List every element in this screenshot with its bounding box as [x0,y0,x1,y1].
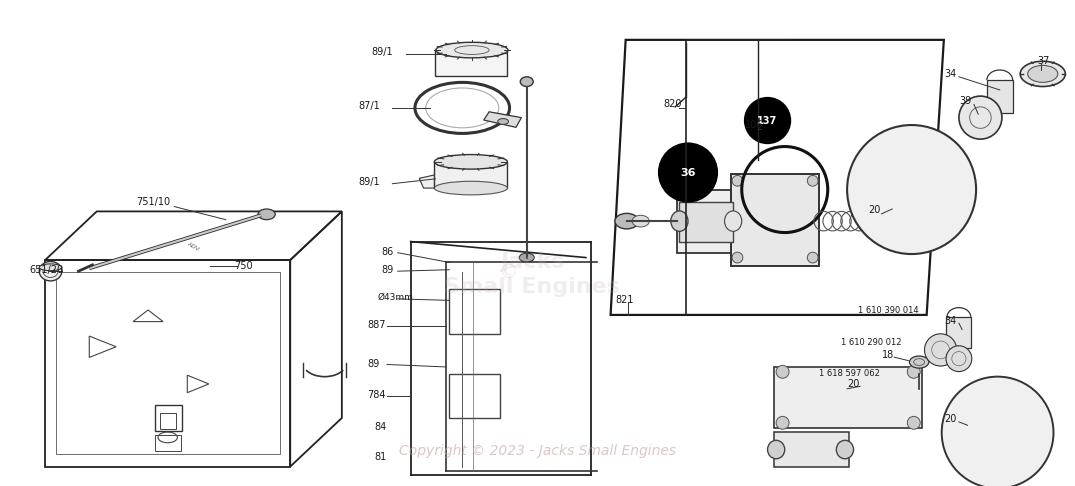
Ellipse shape [258,209,275,220]
Ellipse shape [872,211,891,231]
Text: 84: 84 [374,422,386,432]
Text: 651/20: 651/20 [29,265,63,275]
Polygon shape [679,202,733,242]
Text: 1 618 597 062: 1 618 597 062 [819,369,880,378]
Ellipse shape [520,77,533,87]
Text: 81: 81 [374,452,386,462]
Text: 86: 86 [382,247,393,257]
Text: 89: 89 [382,265,393,275]
Polygon shape [434,162,507,188]
Text: 784: 784 [368,390,386,399]
Circle shape [924,334,957,366]
Bar [160,413,176,429]
Circle shape [776,417,789,429]
Polygon shape [987,80,1013,113]
Ellipse shape [768,440,785,459]
Text: 137: 137 [758,116,777,125]
Circle shape [946,346,972,372]
Polygon shape [774,432,849,467]
Text: 106: 106 [745,121,763,130]
Text: 37: 37 [1037,56,1050,66]
Text: 20: 20 [869,205,881,215]
Text: 89/1: 89/1 [358,177,379,187]
Ellipse shape [498,119,508,124]
Polygon shape [484,112,521,127]
Polygon shape [731,174,819,266]
Text: 89/1: 89/1 [371,47,392,57]
Circle shape [807,252,818,263]
Text: ADV: ADV [186,242,200,253]
Polygon shape [419,175,434,188]
Circle shape [907,417,920,429]
Text: 18: 18 [882,350,893,360]
Text: 39: 39 [959,96,971,106]
Text: Copyright © 2023 - Jacks Small Engines: Copyright © 2023 - Jacks Small Engines [399,444,676,458]
Text: 36: 36 [680,168,696,177]
Ellipse shape [434,155,507,169]
Bar [155,435,181,451]
Ellipse shape [39,261,62,281]
Circle shape [959,96,1002,139]
Polygon shape [774,367,922,428]
Text: 20: 20 [944,414,957,424]
Ellipse shape [671,211,688,231]
Ellipse shape [39,264,62,271]
Ellipse shape [1028,66,1058,82]
Circle shape [807,175,818,186]
Text: 20: 20 [847,379,860,389]
Circle shape [732,252,743,263]
Text: 1 610 290 012: 1 610 290 012 [841,338,901,347]
Ellipse shape [836,440,854,459]
Text: 87/1: 87/1 [358,101,379,111]
Polygon shape [677,190,817,253]
Polygon shape [435,50,507,76]
Text: Jacks
Small Engines: Jacks Small Engines [444,252,620,297]
Text: Ø43mm: Ø43mm [377,293,413,302]
Circle shape [732,175,743,186]
Ellipse shape [909,356,929,368]
Polygon shape [946,317,971,348]
Circle shape [658,142,718,203]
Ellipse shape [436,42,508,58]
Circle shape [744,97,791,144]
Text: 751/10: 751/10 [137,197,171,207]
Ellipse shape [434,181,507,195]
Text: 1 610 390 014: 1 610 390 014 [858,306,918,314]
Text: ©: © [499,262,518,282]
Text: 820: 820 [663,100,682,109]
Text: 34: 34 [944,69,956,79]
Text: 34: 34 [944,316,956,326]
Ellipse shape [615,213,639,229]
Text: 821: 821 [615,295,633,305]
Circle shape [907,365,920,378]
Ellipse shape [632,215,649,227]
Bar [155,404,182,432]
Circle shape [776,365,789,378]
Circle shape [942,377,1054,486]
Ellipse shape [1020,61,1065,87]
Ellipse shape [725,211,742,231]
Text: 89: 89 [368,359,379,368]
Text: 750: 750 [234,261,253,271]
Circle shape [847,125,976,254]
Text: 887: 887 [368,320,386,330]
Ellipse shape [519,253,534,262]
